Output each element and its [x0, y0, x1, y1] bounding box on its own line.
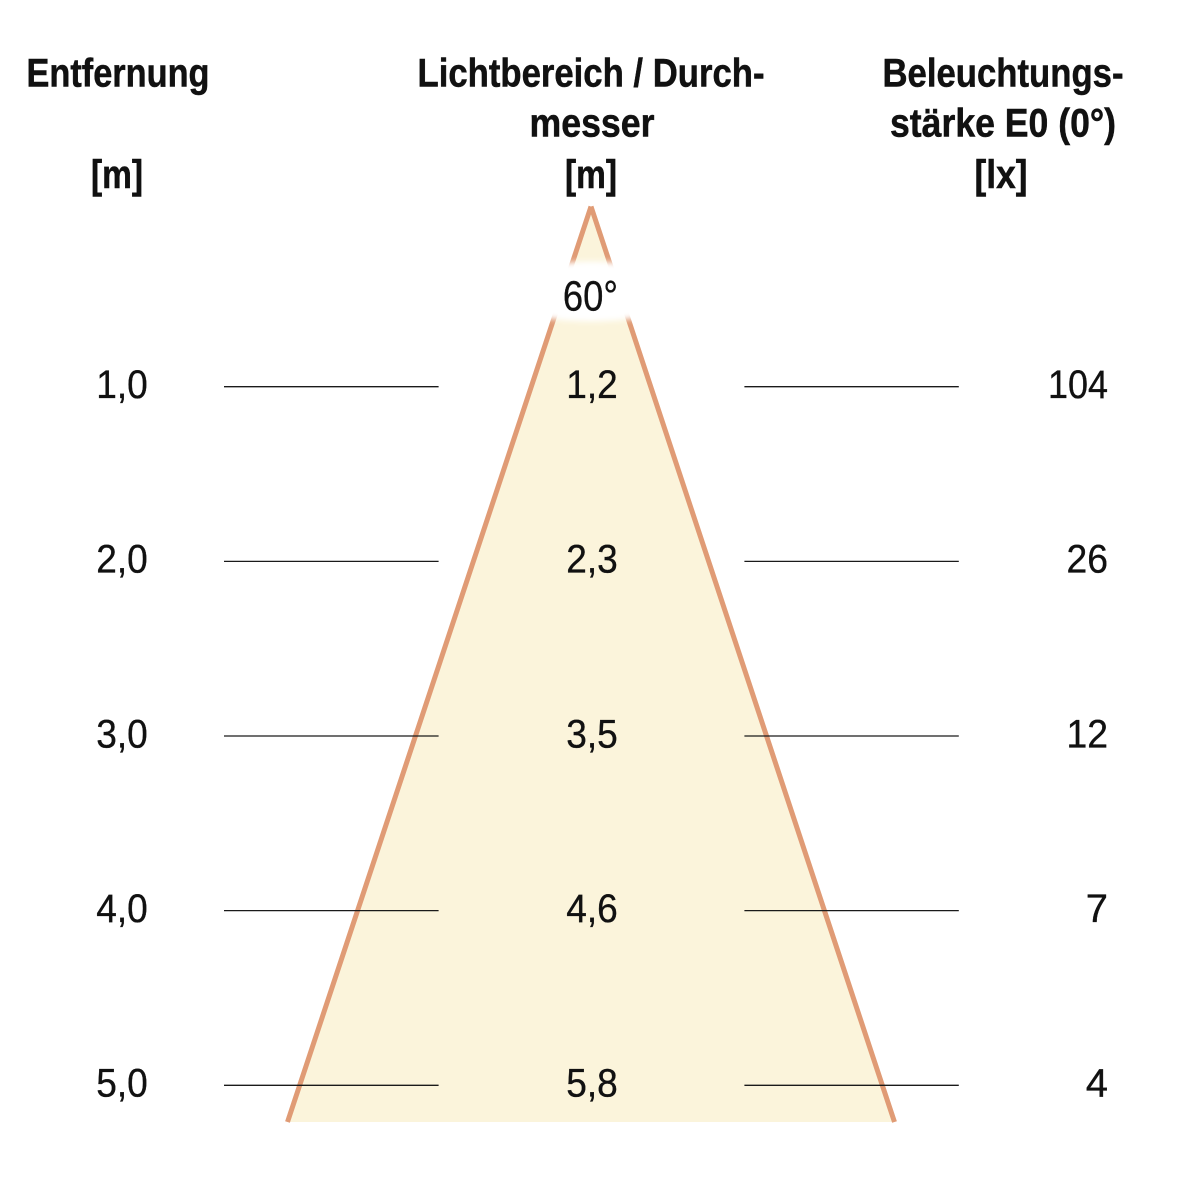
svg-text:2,0: 2,0: [96, 538, 148, 582]
svg-text:[m]: [m]: [565, 153, 617, 197]
svg-text:26: 26: [1067, 538, 1109, 582]
svg-text:60°: 60°: [563, 272, 618, 319]
svg-text:4: 4: [1086, 1062, 1108, 1106]
svg-text:stärke E0 (0°): stärke E0 (0°): [890, 102, 1116, 146]
svg-text:3,5: 3,5: [566, 712, 618, 756]
svg-text:1,2: 1,2: [566, 363, 618, 407]
svg-text:7: 7: [1086, 887, 1108, 931]
svg-text:104: 104: [1048, 363, 1108, 407]
svg-text:2,3: 2,3: [566, 538, 618, 582]
svg-text:3,0: 3,0: [96, 712, 148, 756]
svg-text:5,8: 5,8: [566, 1062, 618, 1106]
svg-text:4,0: 4,0: [96, 887, 148, 931]
svg-text:1,0: 1,0: [96, 363, 148, 407]
svg-text:[m]: [m]: [91, 153, 143, 197]
svg-text:[lx]: [lx]: [975, 153, 1028, 197]
svg-text:4,6: 4,6: [566, 887, 618, 931]
svg-text:Entfernung: Entfernung: [27, 52, 210, 96]
svg-text:Beleuchtungs-: Beleuchtungs-: [883, 52, 1124, 96]
svg-text:messer: messer: [530, 102, 655, 146]
svg-text:12: 12: [1067, 712, 1109, 756]
svg-text:Lichtbereich / Durch-: Lichtbereich / Durch-: [418, 52, 765, 96]
svg-text:5,0: 5,0: [96, 1062, 148, 1106]
